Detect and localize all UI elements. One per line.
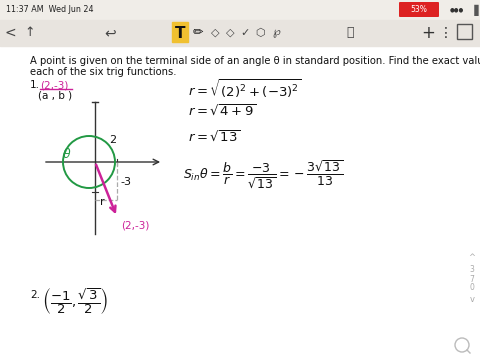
Text: ↩: ↩ [104, 26, 116, 40]
Text: r: r [100, 197, 105, 207]
Text: ℘: ℘ [272, 28, 280, 38]
Text: $S_{in}\theta = \dfrac{b}{r} = \dfrac{-3}{\sqrt{13}} = -\dfrac{3\sqrt{13}}{13}$: $S_{in}\theta = \dfrac{b}{r} = \dfrac{-3… [183, 158, 343, 190]
Text: 3: 3 [469, 266, 474, 274]
Text: v: v [469, 294, 475, 303]
Text: ✓: ✓ [240, 28, 250, 38]
Text: $\left(\dfrac{-1}{2}, \dfrac{\sqrt{3}}{2}\right)$: $\left(\dfrac{-1}{2}, \dfrac{\sqrt{3}}{2… [42, 286, 108, 316]
Text: $r = \sqrt{4 + 9}$: $r = \sqrt{4 + 9}$ [188, 104, 257, 119]
Text: 53%: 53% [410, 5, 427, 14]
Text: ⌗: ⌗ [346, 27, 354, 40]
Bar [0, 20, 480, 46]
Text: 1.: 1. [30, 80, 40, 90]
Bar [172, 22, 188, 42]
Text: 0: 0 [469, 284, 474, 292]
Text: ⋮: ⋮ [439, 26, 453, 40]
Text: $r = \sqrt{(2)^2 + (-3)^2}$: $r = \sqrt{(2)^2 + (-3)^2}$ [188, 78, 302, 100]
Text: $r = \sqrt{13}$: $r = \sqrt{13}$ [188, 130, 240, 145]
Text: 2.: 2. [30, 290, 40, 300]
Text: <: < [4, 26, 16, 40]
Text: T: T [175, 26, 185, 40]
Text: ●●●: ●●● [450, 8, 464, 13]
Text: θ: θ [63, 148, 71, 161]
Text: 11:37 AM  Wed Jun 24: 11:37 AM Wed Jun 24 [6, 5, 94, 14]
Text: ◇: ◇ [211, 28, 219, 38]
Text: ▐: ▐ [470, 4, 479, 15]
Bar [0, 0, 480, 20]
Bar [0, 46, 468, 360]
Text: +: + [421, 24, 435, 42]
Text: ↑: ↑ [25, 27, 35, 40]
Text: 2: 2 [109, 135, 116, 145]
Text: 7: 7 [469, 274, 474, 284]
Text: ✏: ✏ [193, 27, 203, 40]
Text: (2,-3): (2,-3) [40, 80, 68, 90]
Text: A point is given on the terminal side of an angle θ in standard position. Find t: A point is given on the terminal side of… [30, 56, 480, 66]
Text: each of the six trig functions.: each of the six trig functions. [30, 67, 177, 77]
Bar [457, 24, 472, 39]
Text: (2,-3): (2,-3) [121, 220, 149, 230]
Text: ◇: ◇ [226, 28, 234, 38]
FancyBboxPatch shape [399, 2, 439, 17]
Text: -3: -3 [120, 177, 131, 187]
Text: (a , b ): (a , b ) [38, 90, 72, 100]
Text: ^: ^ [468, 253, 476, 262]
Text: ⬡: ⬡ [255, 28, 265, 38]
